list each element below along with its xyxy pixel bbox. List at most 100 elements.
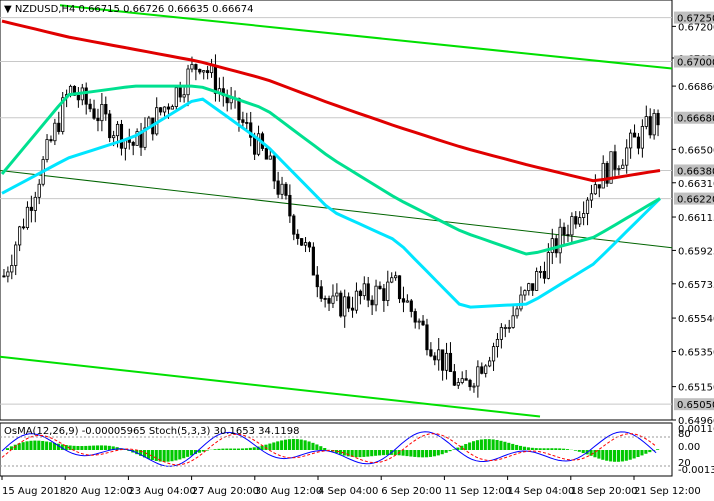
osma-bar [143,450,147,458]
osma-bar [558,448,562,450]
osma-bar [479,439,483,450]
osma-bar [464,444,468,450]
osma-bar [311,442,315,450]
bull-candle [570,216,574,236]
osma-bar [526,447,530,450]
price-level-badge [674,55,714,68]
bull-candle [335,292,339,297]
price-tick-label: 0.65735 [678,280,714,291]
bear-candle [131,141,135,146]
osma-bar [444,450,448,453]
osma-bar [272,442,276,450]
bull-candle [390,277,394,283]
bull-candle [629,132,633,149]
bear-candle [366,283,370,301]
bear-candle [104,104,108,115]
bull-candle [331,295,335,304]
bear-candle [605,162,609,184]
moving-averages [0,19,662,309]
ema-slow-line [1,19,661,183]
bull-candle [14,244,18,266]
osma-bar [190,450,194,456]
bear-candle [382,288,386,301]
bull-candle [354,290,359,311]
osma-bar [76,445,80,450]
osma-bar [182,450,186,459]
osma-bar [550,448,554,450]
osma-bar [640,450,644,456]
osma-bar [178,450,182,460]
osma-bar [96,445,100,450]
osma-bar [205,450,209,451]
osma-bar [468,442,472,450]
stochastic-lines [0,431,672,467]
chart-title-icon: ▼ [4,4,15,15]
bear-candle [323,298,327,300]
osma-bar [146,450,151,459]
bear-candle [84,87,88,105]
time-tick-label: 11 Sep 12:00 [444,486,511,497]
bear-candle [531,283,535,291]
ohlc-readout: 0.66715 0.66726 0.66635 0.66674 [79,4,254,15]
osma-bar [334,450,339,454]
osma-bar [49,442,53,450]
osma-bar [573,450,577,451]
time-tick-label: 21 Sep 12:00 [634,486,701,497]
bear-candle [307,242,312,248]
bull-candle [476,366,480,387]
bull-candle [190,64,194,70]
bull-candle [25,206,30,228]
osma-bar [546,448,550,450]
osma-bar [252,447,256,450]
bull-candle [456,382,460,386]
bear-candle [96,117,100,122]
osma-bar [554,448,558,450]
indicator-axis-label: 0.001162 [678,424,714,435]
indicator-label: OsMA(12,26,9) -0.00005965 Stoch(5,3,3) 3… [4,426,299,437]
bear-candle [566,234,570,236]
osma-bar [432,450,436,457]
bear-candle [425,324,429,351]
osma-bar [456,447,460,450]
price-axis[interactable]: 0.672000.670200.668600.665000.663100.661… [672,11,714,427]
osma-bar [448,450,452,452]
bull-candle [37,183,41,198]
price-panel[interactable] [0,0,673,421]
bear-candle [57,122,61,132]
osma-bar [33,440,37,450]
osma-bar [566,449,570,450]
osma-bar [511,443,515,450]
osma-bar [307,441,311,450]
osma-bar [107,445,111,450]
osma-bar [319,446,323,450]
osma-bar [460,445,464,450]
time-tick-label: 20 Aug 12:00 [65,486,132,497]
bull-candle [640,126,644,149]
bear-candle [562,226,566,235]
bear-candle [358,290,362,297]
osma-bar [60,444,64,450]
bull-candle [593,184,597,195]
bull-candle [578,217,582,225]
bull-candle [162,106,167,113]
osma-bar [45,441,49,450]
osma-bar [366,450,370,457]
bull-candle [174,87,178,107]
osma-bar [472,441,476,450]
time-tick-label: 6 Sep 20:00 [381,486,441,497]
bear-candle [245,122,249,124]
osma-bar [656,449,660,450]
bull-candle [303,242,308,246]
bull-candle [535,271,539,291]
bull-candle [100,104,104,122]
bull-candle [394,275,398,279]
osma-bar [542,448,546,450]
osma-bar [92,445,96,450]
osma-bar [636,450,640,457]
